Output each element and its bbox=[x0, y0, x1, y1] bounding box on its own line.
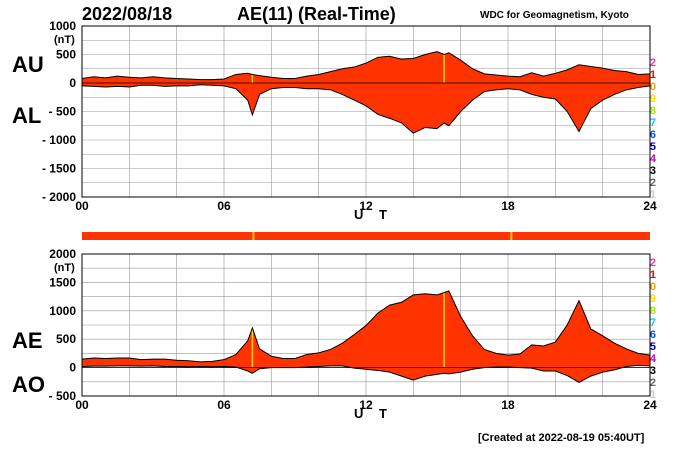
legend-item-1: 1 bbox=[649, 189, 656, 201]
band-area-0 bbox=[82, 51, 650, 134]
legend-item-7: 7 bbox=[649, 317, 656, 329]
legend-item-5: 5 bbox=[649, 341, 656, 353]
y-tick-label: 500 bbox=[56, 332, 76, 346]
created-timestamp: [Created at 2022-08-19 05:40UT] bbox=[478, 432, 645, 444]
legend-item-8: 8 bbox=[649, 105, 656, 117]
y-tick-label: - 1500 bbox=[42, 162, 76, 176]
unit-label-top: (nT) bbox=[54, 34, 75, 46]
y-tick-label: 2000 bbox=[49, 247, 76, 261]
series-line-AU bbox=[81, 51, 651, 81]
band-area-1 bbox=[82, 290, 650, 383]
y-tick-label: - 500 bbox=[49, 105, 77, 119]
plot-frame-0 bbox=[81, 25, 651, 198]
legend-item-4: 4 bbox=[649, 153, 656, 165]
x-tick-label: 24 bbox=[643, 398, 657, 412]
x-tick-label: 18 bbox=[501, 199, 515, 213]
y-tick-label: - 500 bbox=[49, 389, 77, 403]
au-label: AU bbox=[12, 52, 44, 77]
series-line-AE bbox=[81, 290, 651, 363]
x-axis-label-bottom: U T bbox=[354, 406, 393, 421]
date-label: 2022/08/18 bbox=[82, 4, 173, 24]
legend-item-8: 8 bbox=[649, 305, 656, 317]
ao-label: AO bbox=[12, 372, 45, 397]
station-bar-mark bbox=[510, 232, 513, 240]
x-tick-label: 06 bbox=[217, 199, 231, 213]
legend-item-2: 2 bbox=[649, 177, 656, 189]
legend-item-4: 4 bbox=[649, 353, 656, 365]
legend-item-7: 7 bbox=[649, 117, 656, 129]
legend-item-3: 3 bbox=[649, 365, 656, 377]
station-bar bbox=[82, 232, 650, 240]
legend-item-9: 9 bbox=[649, 93, 656, 105]
chart-title: AE(11) (Real-Time) bbox=[237, 4, 396, 24]
legend-item-6: 6 bbox=[649, 329, 656, 341]
x-tick-label: 00 bbox=[75, 199, 89, 213]
y-tick-label: - 2000 bbox=[42, 190, 76, 204]
x-tick-label: 12 bbox=[359, 398, 373, 412]
y-tick-label: 1000 bbox=[49, 304, 76, 318]
station-bar-mark bbox=[252, 232, 255, 240]
x-tick-label: 18 bbox=[501, 398, 515, 412]
x-tick-label: 12 bbox=[359, 199, 373, 213]
legend-item-6: 6 bbox=[649, 129, 656, 141]
legend-item-3: 3 bbox=[649, 165, 656, 177]
plot-frame-1 bbox=[81, 253, 651, 397]
legend-item-1: 1 bbox=[649, 389, 656, 401]
ae-label: AE bbox=[12, 328, 43, 353]
y-tick-label: 0 bbox=[69, 361, 76, 375]
series-line-AL bbox=[81, 84, 651, 134]
legend-item-2: 2 bbox=[649, 377, 656, 389]
y-tick-label: 500 bbox=[56, 48, 76, 62]
legend-item-9: 9 bbox=[649, 293, 656, 305]
legend-item-5: 5 bbox=[649, 141, 656, 153]
source-label: WDC for Geomagnetism, Kyoto bbox=[480, 10, 629, 21]
series-line-AO bbox=[81, 364, 651, 383]
unit-label-bottom: (nT) bbox=[54, 262, 75, 274]
x-tick-label: 06 bbox=[217, 398, 231, 412]
y-tick-label: 1500 bbox=[49, 275, 76, 289]
y-tick-label: - 1000 bbox=[42, 133, 76, 147]
x-tick-label: 24 bbox=[643, 199, 657, 213]
x-axis-label-top: U T bbox=[354, 207, 393, 222]
al-label: AL bbox=[12, 103, 42, 128]
x-tick-label: 00 bbox=[75, 398, 89, 412]
y-tick-label: 1000 bbox=[49, 19, 76, 33]
y-tick-label: 0 bbox=[69, 76, 76, 90]
